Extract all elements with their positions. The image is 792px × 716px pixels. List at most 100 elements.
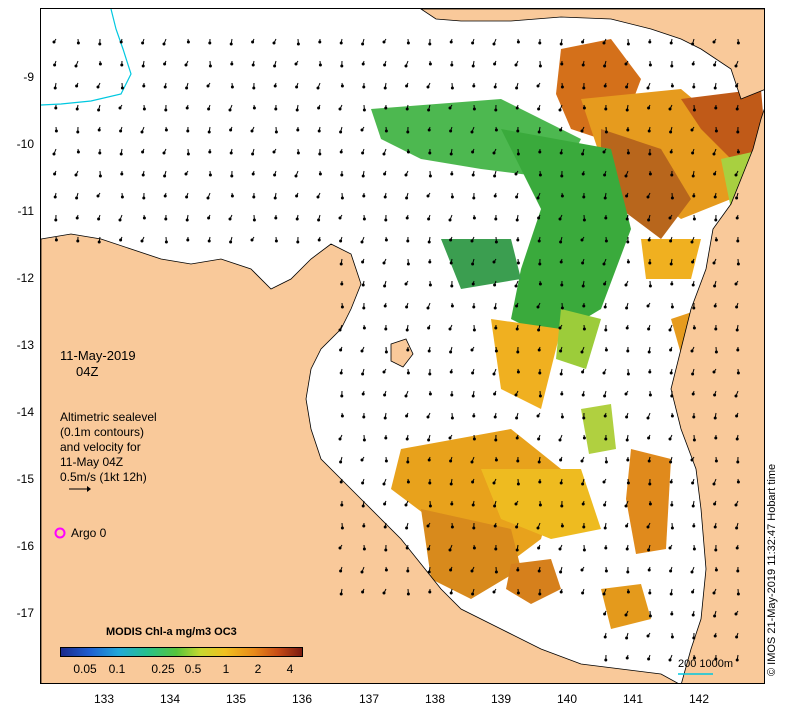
velocity-vector-head (646, 86, 650, 90)
velocity-vector-head (186, 40, 190, 44)
velocity-vector-head (340, 526, 344, 530)
velocity-vector-head (338, 546, 342, 550)
velocity-vector-head (516, 370, 520, 374)
colorbar-tick: 0.05 (73, 662, 97, 676)
velocity-vector-head (691, 481, 695, 485)
lat-label: -16 (16, 539, 34, 553)
legend-line: (0.1m contours) (60, 425, 145, 439)
velocity-vector-head (691, 62, 695, 66)
velocity-vector-head (120, 195, 124, 199)
velocity-vector-head (736, 460, 740, 464)
velocity-vector-head (427, 128, 431, 132)
velocity-vector-head (427, 326, 431, 330)
velocity-vector-head (516, 261, 520, 265)
velocity-vector-head (450, 416, 454, 420)
velocity-vector-head (449, 238, 453, 242)
velocity-vector-head (472, 328, 476, 332)
velocity-vector-head (537, 460, 541, 464)
velocity-vector-head (669, 460, 673, 464)
velocity-vector-head (449, 152, 453, 156)
velocity-vector-head (560, 392, 564, 396)
velocity-vector-head (692, 438, 696, 442)
velocity-vector-head (603, 635, 607, 639)
velocity-vector-head (472, 216, 476, 220)
velocity-vector-head (448, 548, 452, 552)
velocity-vector-head (208, 150, 212, 154)
velocity-vector-head (735, 84, 739, 88)
velocity-vector-head (339, 569, 343, 573)
velocity-vector-head (340, 414, 344, 418)
velocity-vector-head (404, 394, 408, 398)
velocity-vector-head (428, 481, 432, 485)
velocity-vector-head (360, 128, 364, 132)
velocity-vector-head (691, 42, 695, 46)
velocity-vector-head (142, 84, 146, 88)
velocity-vector-head (559, 151, 563, 155)
lon-label: 138 (424, 692, 446, 706)
velocity-vector-head (603, 414, 607, 418)
velocity-vector-head (52, 40, 56, 44)
velocity-vector-head (449, 370, 453, 374)
velocity-vector-head (54, 106, 58, 110)
velocity-vector-head (582, 548, 586, 552)
velocity-vector-head (537, 216, 541, 220)
velocity-vector-head (670, 64, 674, 68)
velocity-vector-head (736, 371, 740, 375)
velocity-vector-head (382, 261, 386, 265)
velocity-vector-head (405, 84, 409, 88)
velocity-vector-head (648, 482, 652, 486)
velocity-vector-head (602, 150, 606, 154)
velocity-vector-head (208, 41, 212, 45)
velocity-vector-head (692, 415, 696, 419)
velocity-vector-head (712, 40, 716, 44)
velocity-vector-head (692, 217, 696, 221)
velocity-vector-head (538, 282, 542, 286)
velocity-vector-head (626, 481, 630, 485)
velocity-vector-head (582, 195, 586, 199)
velocity-vector-head (648, 370, 652, 374)
velocity-vector-head (736, 262, 740, 266)
velocity-vector-head (382, 482, 386, 486)
velocity-vector-head (472, 546, 476, 550)
velocity-vector-head (692, 85, 696, 89)
velocity-vector-head (493, 85, 497, 89)
velocity-vector-head (74, 64, 78, 68)
velocity-vector-head (427, 438, 431, 442)
velocity-vector-head (406, 348, 410, 352)
velocity-vector-head (537, 437, 541, 441)
velocity-vector-head (362, 194, 366, 198)
velocity-vector-head (362, 524, 366, 528)
velocity-vector-head (405, 305, 409, 309)
velocity-vector-head (406, 460, 410, 464)
velocity-vector-head (604, 348, 608, 352)
argo-label: Argo 0 (71, 526, 107, 540)
velocity-vector-head (626, 151, 630, 155)
velocity-vector-head (471, 150, 475, 154)
velocity-vector-head (405, 526, 409, 530)
velocity-vector-head (470, 348, 474, 352)
velocity-vector-head (427, 108, 431, 112)
velocity-vector-head (516, 482, 520, 486)
velocity-vector-head (494, 458, 498, 462)
velocity-vector-head (560, 62, 564, 66)
velocity-vector-head (581, 284, 585, 288)
altimetry-contour (41, 9, 132, 106)
lat-label: -9 (23, 70, 34, 84)
velocity-vector-head (118, 106, 122, 110)
velocity-vector-head (581, 172, 585, 176)
velocity-vector-head (272, 150, 276, 154)
velocity-vector-head (647, 568, 651, 572)
cape-york-landmass (670, 108, 764, 683)
velocity-vector-head (185, 218, 189, 222)
velocity-vector-head (406, 592, 410, 596)
velocity-vector-head (142, 216, 146, 220)
colorbar-tick: 4 (286, 662, 294, 676)
velocity-vector-head (383, 416, 387, 420)
velocity-vector-head (427, 570, 431, 574)
velocity-vector-head (141, 173, 145, 177)
velocity-vector-head (736, 150, 740, 154)
velocity-vector-head (537, 130, 541, 134)
velocity-vector-head (560, 174, 564, 178)
velocity-vector-head (317, 218, 321, 222)
velocity-vector-head (648, 172, 652, 176)
